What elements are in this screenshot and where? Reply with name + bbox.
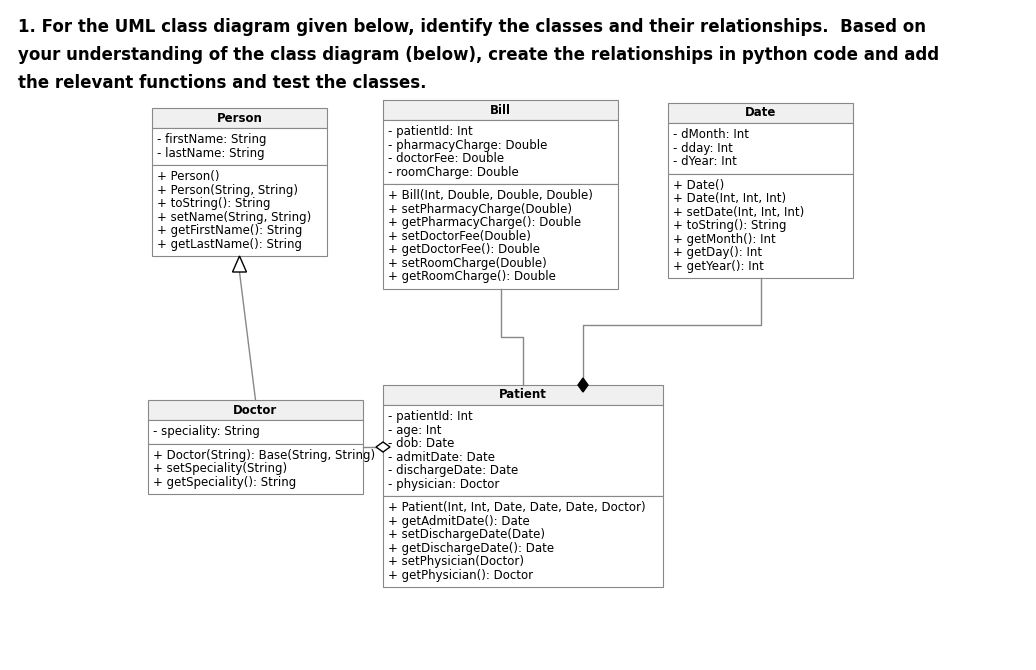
- Text: + getPharmacyCharge(): Double: + getPharmacyCharge(): Double: [388, 216, 581, 229]
- Text: + Person(): + Person(): [157, 170, 220, 184]
- Text: + toString(): String: + toString(): String: [673, 219, 786, 232]
- Text: + setDoctorFee(Double): + setDoctorFee(Double): [388, 230, 530, 243]
- Text: - admitDate: Date: - admitDate: Date: [388, 451, 495, 464]
- Bar: [383, 496, 663, 587]
- Text: Doctor: Doctor: [233, 403, 278, 417]
- Polygon shape: [578, 378, 588, 392]
- Bar: [668, 103, 853, 123]
- Bar: [383, 405, 663, 496]
- Bar: [383, 184, 618, 289]
- Text: + getFirstName(): String: + getFirstName(): String: [157, 224, 303, 237]
- Polygon shape: [376, 442, 390, 452]
- Bar: [152, 128, 327, 165]
- Text: + Doctor(String): Base(String, String): + Doctor(String): Base(String, String): [153, 449, 375, 462]
- Bar: [383, 120, 618, 184]
- Text: + getMonth(): Int: + getMonth(): Int: [673, 232, 776, 246]
- Text: + setSpeciality(String): + setSpeciality(String): [153, 462, 287, 475]
- Text: - age: Int: - age: Int: [388, 423, 441, 437]
- Text: + Date(): + Date(): [673, 179, 724, 192]
- Text: + Person(String, String): + Person(String, String): [157, 184, 298, 197]
- Text: + getSpeciality(): String: + getSpeciality(): String: [153, 476, 296, 488]
- Text: - doctorFee: Double: - doctorFee: Double: [388, 152, 505, 165]
- Bar: [152, 165, 327, 256]
- Text: + setDate(Int, Int, Int): + setDate(Int, Int, Int): [673, 206, 804, 218]
- Bar: [148, 444, 363, 494]
- Text: Patient: Patient: [499, 389, 547, 401]
- Text: + setName(String, String): + setName(String, String): [157, 211, 311, 224]
- Text: + setPhysician(Doctor): + setPhysician(Doctor): [388, 555, 524, 568]
- Text: + getDischargeDate(): Date: + getDischargeDate(): Date: [388, 542, 554, 555]
- Text: - dischargeDate: Date: - dischargeDate: Date: [388, 464, 518, 477]
- Text: - speciality: String: - speciality: String: [153, 425, 260, 438]
- Text: - dday: Int: - dday: Int: [673, 142, 732, 155]
- Text: - roomCharge: Double: - roomCharge: Double: [388, 165, 519, 179]
- Bar: [383, 100, 618, 120]
- Text: - dMonth: Int: - dMonth: Int: [673, 128, 749, 141]
- Text: + Bill(Int, Double, Double, Double): + Bill(Int, Double, Double, Double): [388, 189, 593, 202]
- Text: + Date(Int, Int, Int): + Date(Int, Int, Int): [673, 192, 786, 205]
- Bar: [148, 400, 363, 420]
- Text: + getLastName(): String: + getLastName(): String: [157, 238, 303, 251]
- Text: + getPhysician(): Doctor: + getPhysician(): Doctor: [388, 569, 534, 582]
- Polygon shape: [232, 256, 247, 272]
- Text: your understanding of the class diagram (below), create the relationships in pyt: your understanding of the class diagram …: [18, 46, 939, 64]
- Text: - dob: Date: - dob: Date: [388, 438, 455, 450]
- Text: - firstName: String: - firstName: String: [157, 133, 266, 146]
- Text: the relevant functions and test the classes.: the relevant functions and test the clas…: [18, 74, 427, 92]
- Bar: [668, 123, 853, 174]
- Text: - lastName: String: - lastName: String: [157, 147, 264, 159]
- Text: + getYear(): Int: + getYear(): Int: [673, 260, 764, 273]
- Text: Bill: Bill: [490, 103, 511, 117]
- Text: - pharmacyCharge: Double: - pharmacyCharge: Double: [388, 139, 547, 151]
- Text: + getAdmitDate(): Date: + getAdmitDate(): Date: [388, 515, 529, 528]
- Text: - patientId: Int: - patientId: Int: [388, 125, 472, 138]
- Text: 1. For the UML class diagram given below, identify the classes and their relatio: 1. For the UML class diagram given below…: [18, 18, 926, 36]
- Bar: [668, 174, 853, 278]
- Text: + setPharmacyCharge(Double): + setPharmacyCharge(Double): [388, 203, 572, 216]
- Text: + getRoomCharge(): Double: + getRoomCharge(): Double: [388, 270, 556, 283]
- Text: + getDay(): Int: + getDay(): Int: [673, 247, 762, 259]
- Text: - patientId: Int: - patientId: Int: [388, 410, 472, 423]
- Bar: [148, 420, 363, 444]
- Text: + Patient(Int, Int, Date, Date, Date, Doctor): + Patient(Int, Int, Date, Date, Date, Do…: [388, 501, 645, 515]
- Text: Date: Date: [745, 107, 776, 119]
- Text: - physician: Doctor: - physician: Doctor: [388, 478, 499, 490]
- Text: + setRoomCharge(Double): + setRoomCharge(Double): [388, 257, 547, 270]
- Text: + toString(): String: + toString(): String: [157, 197, 270, 210]
- Text: - dYear: Int: - dYear: Int: [673, 155, 737, 168]
- Text: + getDoctorFee(): Double: + getDoctorFee(): Double: [388, 243, 540, 256]
- Text: + setDischargeDate(Date): + setDischargeDate(Date): [388, 528, 545, 541]
- Bar: [152, 108, 327, 128]
- Text: Person: Person: [217, 111, 262, 125]
- Bar: [383, 385, 663, 405]
